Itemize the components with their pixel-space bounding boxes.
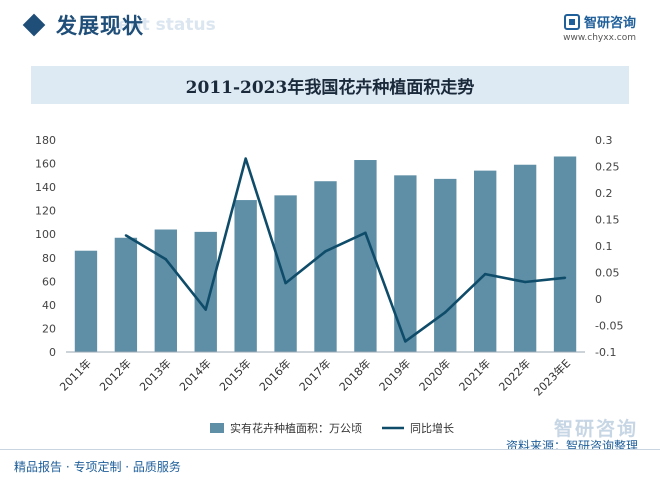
line-point: [324, 250, 327, 253]
bar: [194, 231, 217, 352]
line-point: [523, 280, 527, 284]
line-point: [563, 276, 567, 279]
brand-logo-icon: [563, 13, 580, 30]
y-left-tick-label: 80: [42, 252, 56, 265]
x-tick-label: 2015年: [216, 356, 253, 393]
chart-title: 2011-2023年我国花卉种植面积走势: [185, 77, 475, 98]
bar: [74, 250, 98, 352]
y-left-tick-label: 180: [35, 134, 56, 147]
x-tick-label: 2023年E: [531, 356, 573, 398]
y-left-tick-label: 0: [49, 346, 56, 359]
bar: [274, 195, 297, 352]
line-point: [244, 157, 247, 160]
line-point: [483, 272, 487, 276]
y-left-tick-label: 40: [42, 299, 56, 312]
line-point: [444, 311, 447, 314]
brand-name: 智研咨询: [583, 16, 636, 31]
bar: [114, 237, 138, 352]
y-left-tick-label: 140: [35, 181, 56, 194]
y-left-tick-label: 120: [35, 205, 56, 218]
footer-bar: 精品报告 · 专项定制 · 品质服务: [0, 449, 660, 480]
line-point: [124, 234, 128, 237]
line-point: [404, 340, 407, 343]
line-point: [284, 281, 287, 285]
x-tick-label: 2021年: [456, 356, 493, 393]
x-tick-label: 2013年: [136, 356, 173, 393]
x-tick-label: 2017年: [296, 356, 333, 393]
legend-swatch-bar: [210, 423, 224, 433]
x-tick-label: 2019年: [376, 356, 413, 393]
y-right-tick-label: 0.05: [595, 267, 620, 280]
line-point: [204, 308, 207, 311]
y-right-tick-label: 0: [595, 293, 602, 306]
y-left-tick-label: 100: [35, 228, 56, 241]
y-right-tick-label: 0.2: [595, 187, 613, 200]
bar: [234, 200, 257, 352]
line-point: [364, 231, 367, 234]
x-tick-label: 2014年: [176, 356, 213, 393]
line-point: [164, 258, 168, 261]
y-right-tick-label: 0.1: [595, 240, 613, 253]
bar: [513, 164, 537, 352]
x-tick-label: 2020年: [416, 356, 453, 393]
bar: [354, 160, 377, 352]
y-right-tick-label: 0.25: [595, 161, 620, 174]
x-tick-label: 2016年: [256, 356, 293, 393]
footer-tagline: 精品报告 · 专项定制 · 品质服务: [14, 460, 181, 474]
bar: [394, 175, 417, 352]
y-right-tick-label: 0.15: [595, 214, 620, 227]
y-left-tick-label: 160: [35, 158, 56, 171]
x-tick-label: 2022年: [496, 356, 533, 393]
y-left-tick-label: 20: [42, 322, 56, 335]
y-right-tick-label: 0.3: [595, 134, 613, 147]
bar: [154, 229, 177, 352]
bar: [553, 156, 577, 352]
brand-block: 智研咨询 www.chyxx.com: [563, 12, 636, 43]
chart-title-bar: 2011-2023年我国花卉种植面积走势: [31, 66, 629, 104]
brand-url: www.chyxx.com: [563, 33, 636, 43]
bar: [314, 181, 337, 352]
legend-label-bar: 实有花卉种植面积：万公顷: [230, 421, 362, 435]
bar: [434, 178, 457, 352]
bar: [474, 170, 497, 352]
x-tick-label: 2011年: [57, 356, 94, 393]
legend-label-line: 同比增长: [410, 421, 454, 435]
watermark-text: 智研咨询: [553, 418, 638, 440]
y-right-tick-label: -0.05: [595, 320, 623, 333]
section-header: 发展现状 ent status: [20, 8, 252, 42]
y-right-tick-label: -0.1: [595, 346, 616, 359]
x-tick-label: 2018年: [336, 356, 373, 393]
y-left-tick-label: 60: [42, 275, 56, 288]
x-tick-label: 2012年: [97, 356, 134, 393]
section-title: 发展现状: [56, 14, 144, 38]
line-series: [125, 157, 566, 343]
